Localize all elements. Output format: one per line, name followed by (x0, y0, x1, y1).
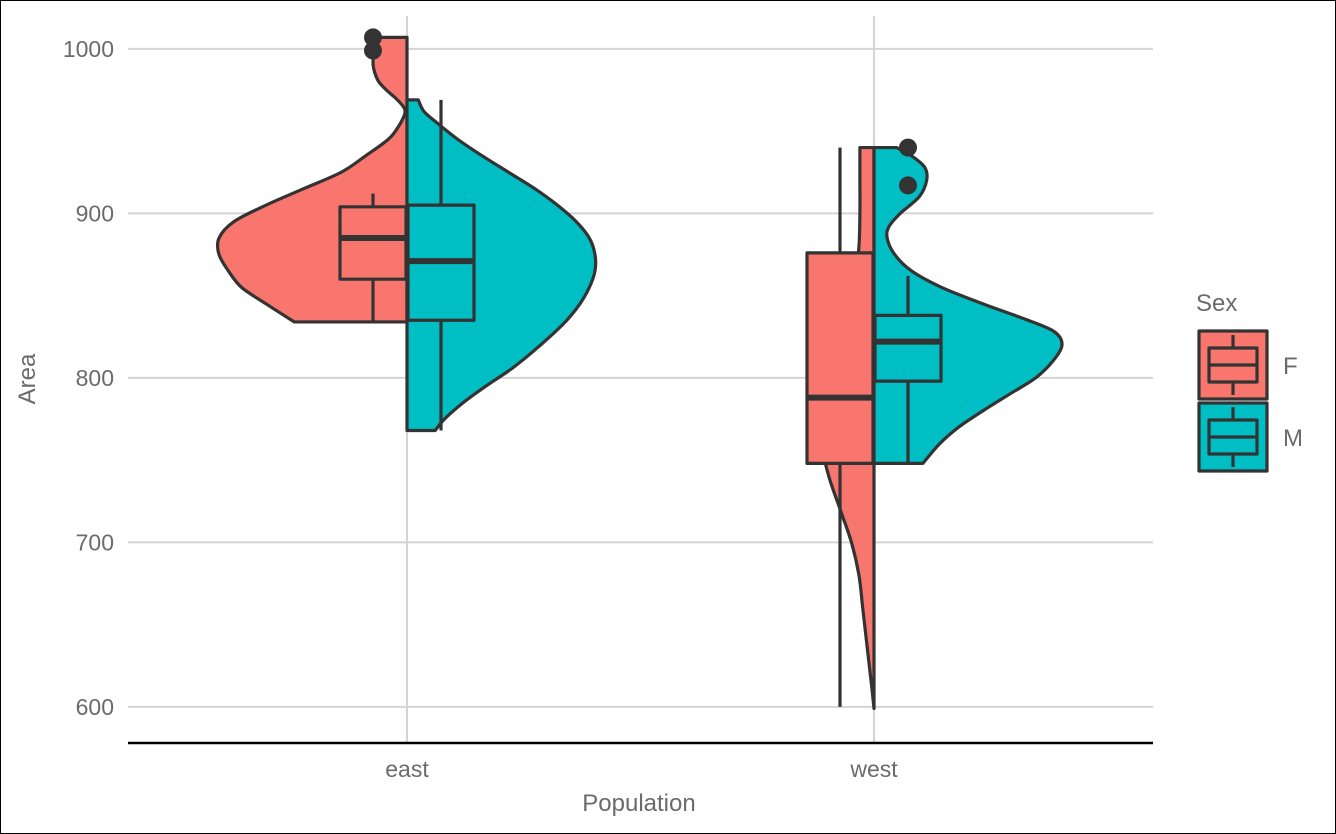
boxplots (338, 99, 943, 707)
y-tick-label: 800 (76, 365, 114, 391)
y-tick-label: 700 (76, 529, 114, 555)
box-F-west (805, 251, 875, 465)
x-axis-title: Population (582, 790, 695, 817)
outlier-point (899, 176, 917, 195)
legend-keys: FM (1197, 329, 1303, 473)
y-tick-label: 900 (76, 200, 114, 226)
y-tick-labels: 600 700 800 900 1000 (63, 36, 114, 720)
outliers (364, 28, 917, 195)
outlier-point (364, 41, 382, 60)
y-tick-label: 1000 (63, 36, 114, 62)
outlier-point (364, 28, 382, 47)
outlier-point (899, 138, 917, 157)
y-axis-title: Area (14, 353, 41, 404)
legend-label-M: M (1283, 425, 1303, 452)
box-F-east (338, 205, 408, 281)
box-M-west (873, 313, 943, 383)
legend-title: Sex (1196, 290, 1237, 317)
legend: Sex FM (1196, 290, 1303, 473)
legend-key-F (1197, 329, 1269, 401)
legend-label-F: F (1283, 353, 1298, 380)
violin-M-east (405, 98, 598, 433)
x-tick-label: west (849, 756, 898, 782)
legend-key-M (1197, 401, 1269, 473)
y-tick-label: 600 (76, 694, 114, 720)
x-tick-labels: east west (385, 756, 898, 782)
violin-M-west (872, 145, 1064, 465)
x-tick-label: east (385, 756, 429, 782)
